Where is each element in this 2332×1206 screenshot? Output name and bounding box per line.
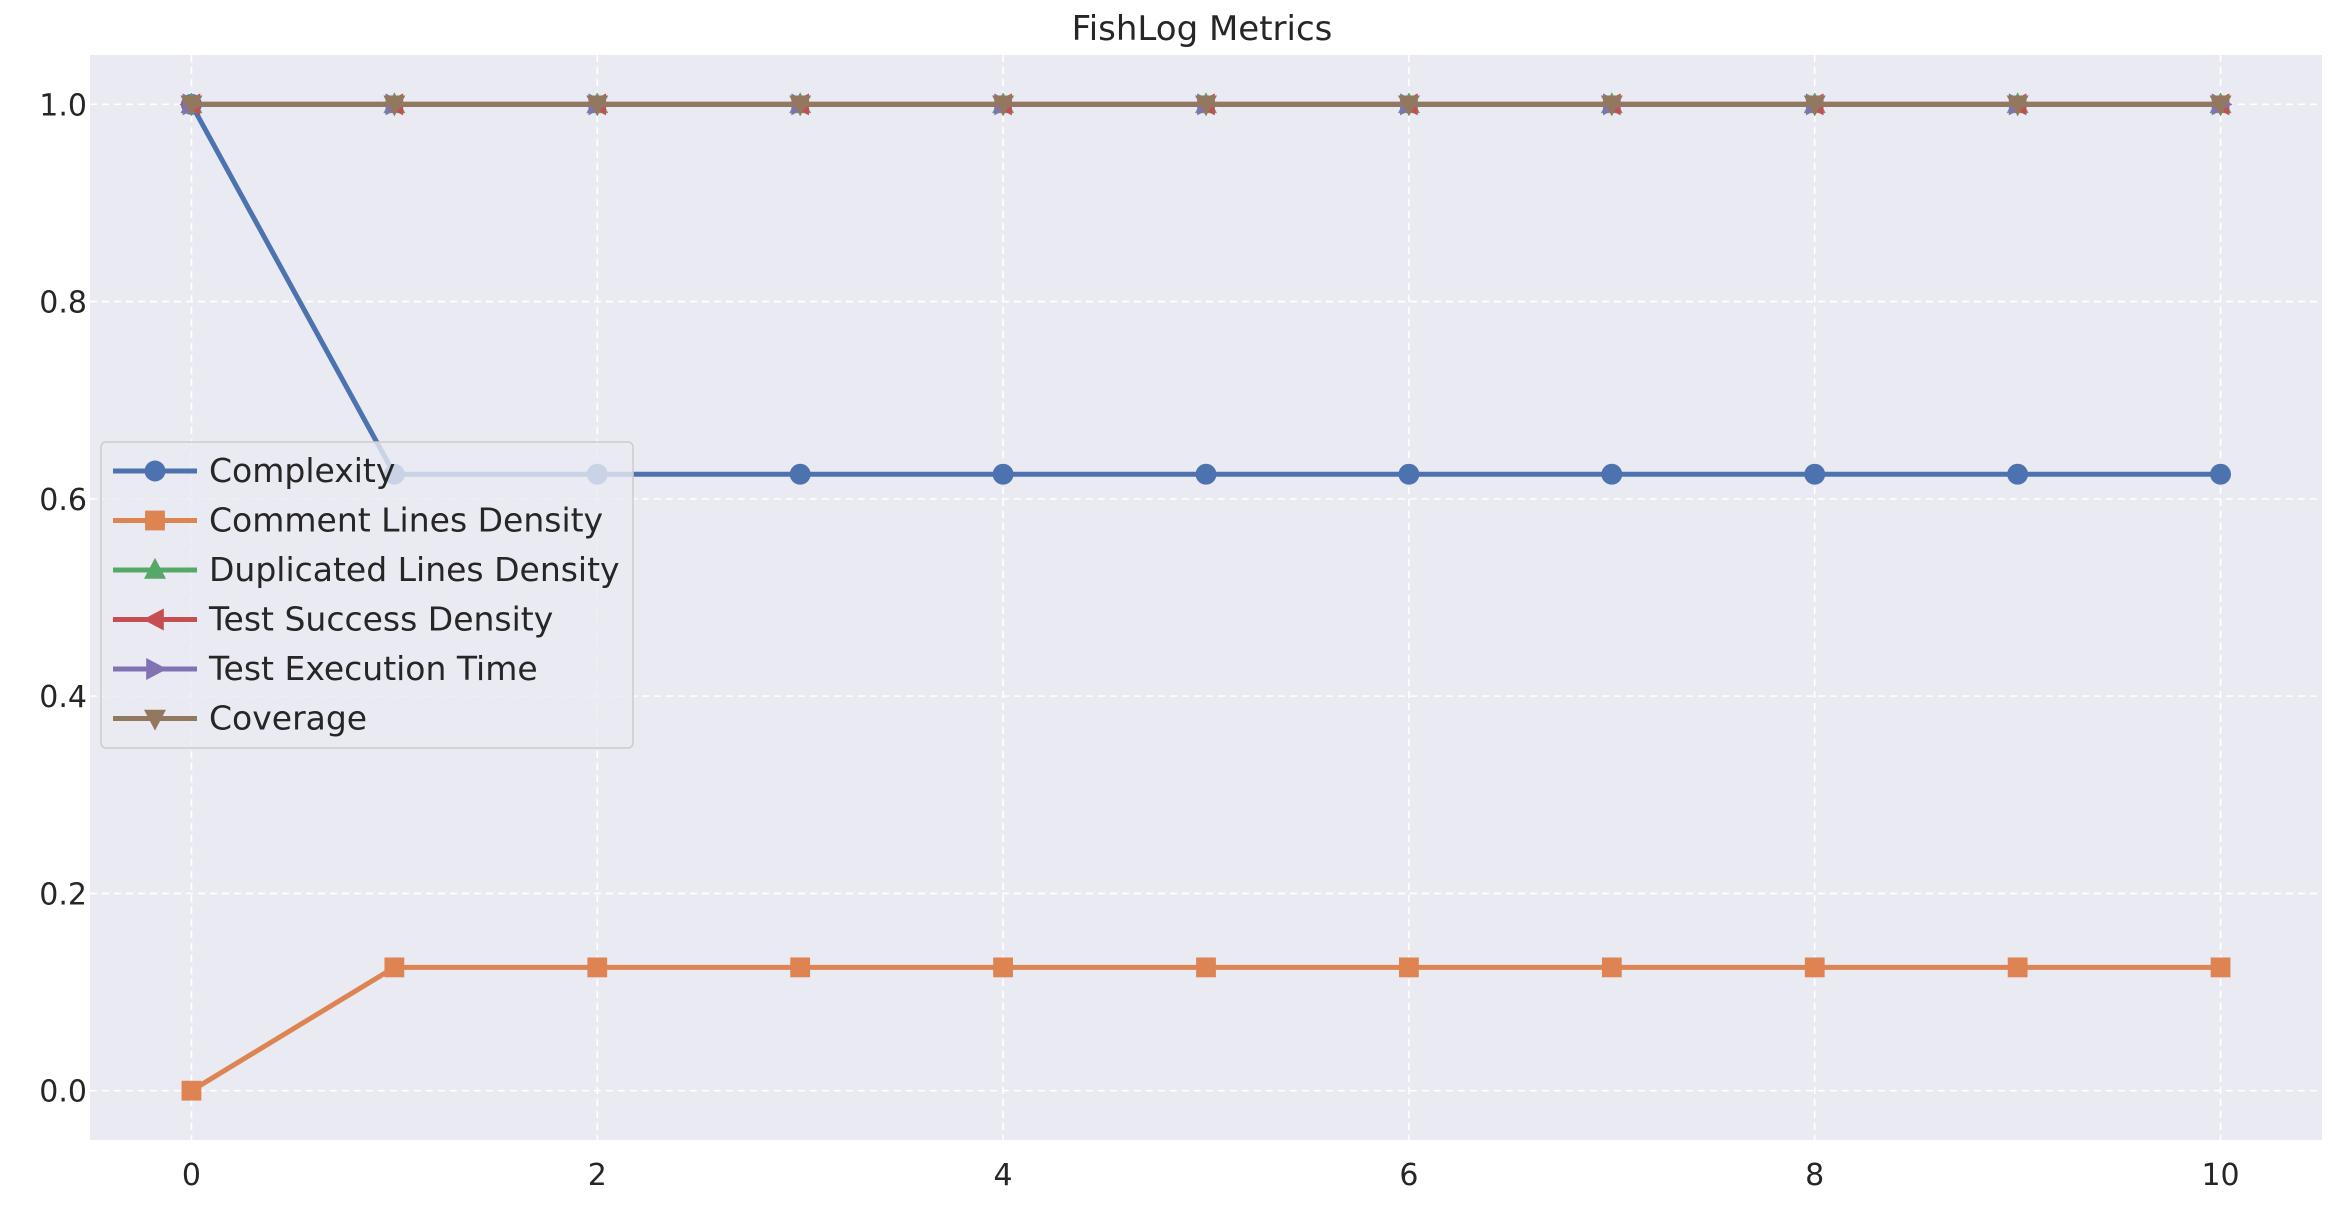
data-point: [1398, 463, 1420, 485]
legend-item: Coverage: [113, 699, 367, 738]
x-tick-label: 6: [1399, 1158, 1418, 1193]
legend-marker: [145, 510, 165, 531]
series-comment-lines-density: [181, 957, 2231, 1101]
y-tick-label: 0.4: [39, 680, 87, 715]
data-point: [181, 1080, 202, 1101]
data-point: [1600, 95, 1623, 117]
data-point: [587, 957, 608, 978]
data-point: [1195, 95, 1217, 117]
data-point: [2006, 95, 2029, 117]
data-point: [2210, 463, 2231, 485]
data-point: [384, 957, 405, 978]
legend-label: Test Execution Time: [208, 649, 538, 688]
data-point: [2210, 957, 2231, 978]
x-tick-label: 2: [588, 1158, 607, 1193]
data-point: [1601, 463, 1623, 485]
data-point: [1804, 463, 1826, 485]
data-point: [1196, 957, 1216, 978]
data-point: [180, 95, 203, 117]
x-tick-label: 8: [1805, 1158, 1824, 1193]
x-tick-label: 4: [994, 1158, 1013, 1193]
legend-label: Coverage: [209, 699, 367, 738]
y-tick-label: 0.2: [39, 877, 87, 912]
legend-label: Complexity: [209, 451, 395, 490]
y-tick-label: 0.6: [39, 483, 87, 518]
data-point: [1601, 957, 1622, 978]
data-point: [383, 95, 406, 117]
tick-labels: 0 2 4 6 8 10 0.0 0.2 0.4 0.6 0.8 1.0: [39, 88, 2239, 1193]
data-point: [1804, 957, 1825, 978]
data-point: [789, 95, 812, 117]
legend-box: [100, 441, 634, 749]
legend-marker: [144, 557, 166, 579]
legend-item: Test Execution Time: [113, 649, 538, 688]
legend-label: Test Success Density: [208, 600, 553, 639]
legend-marker: [144, 460, 166, 482]
legend-label: Duplicated Lines Density: [209, 550, 620, 589]
chart-title: FishLog Metrics: [1072, 9, 1333, 49]
x-tick-label: 0: [182, 1158, 201, 1193]
legend-label: Comment Lines Density: [209, 501, 603, 540]
data-point: [2007, 957, 2028, 978]
y-tick-label: 0.8: [39, 286, 87, 321]
legend-marker: [142, 608, 164, 631]
data-point: [1195, 463, 1217, 485]
data-point: [993, 957, 1013, 978]
data-point: [1803, 95, 1826, 117]
data-point: [992, 463, 1014, 485]
x-tick-label: 10: [2201, 1158, 2239, 1193]
legend-marker: [144, 709, 166, 731]
data-point: [789, 463, 811, 485]
data-point: [992, 95, 1015, 117]
legend: Complexity Comment Lines Density Duplicate…: [100, 441, 634, 749]
data-point: [2007, 463, 2029, 485]
data-point: [1397, 95, 1420, 117]
series-coverage: [180, 95, 2232, 117]
y-tick-label: 0.0: [39, 1075, 87, 1110]
legend-item: Duplicated Lines Density: [113, 550, 620, 589]
legend-item: Complexity: [113, 451, 395, 490]
y-tick-label: 1.0: [39, 88, 87, 123]
legend-item: Test Success Density: [113, 600, 553, 639]
data-point: [2209, 95, 2232, 117]
data-point: [790, 957, 811, 978]
legend-item: Comment Lines Density: [113, 501, 603, 540]
data-point: [1399, 957, 1419, 978]
data-point: [586, 95, 609, 117]
legend-marker: [146, 658, 168, 680]
